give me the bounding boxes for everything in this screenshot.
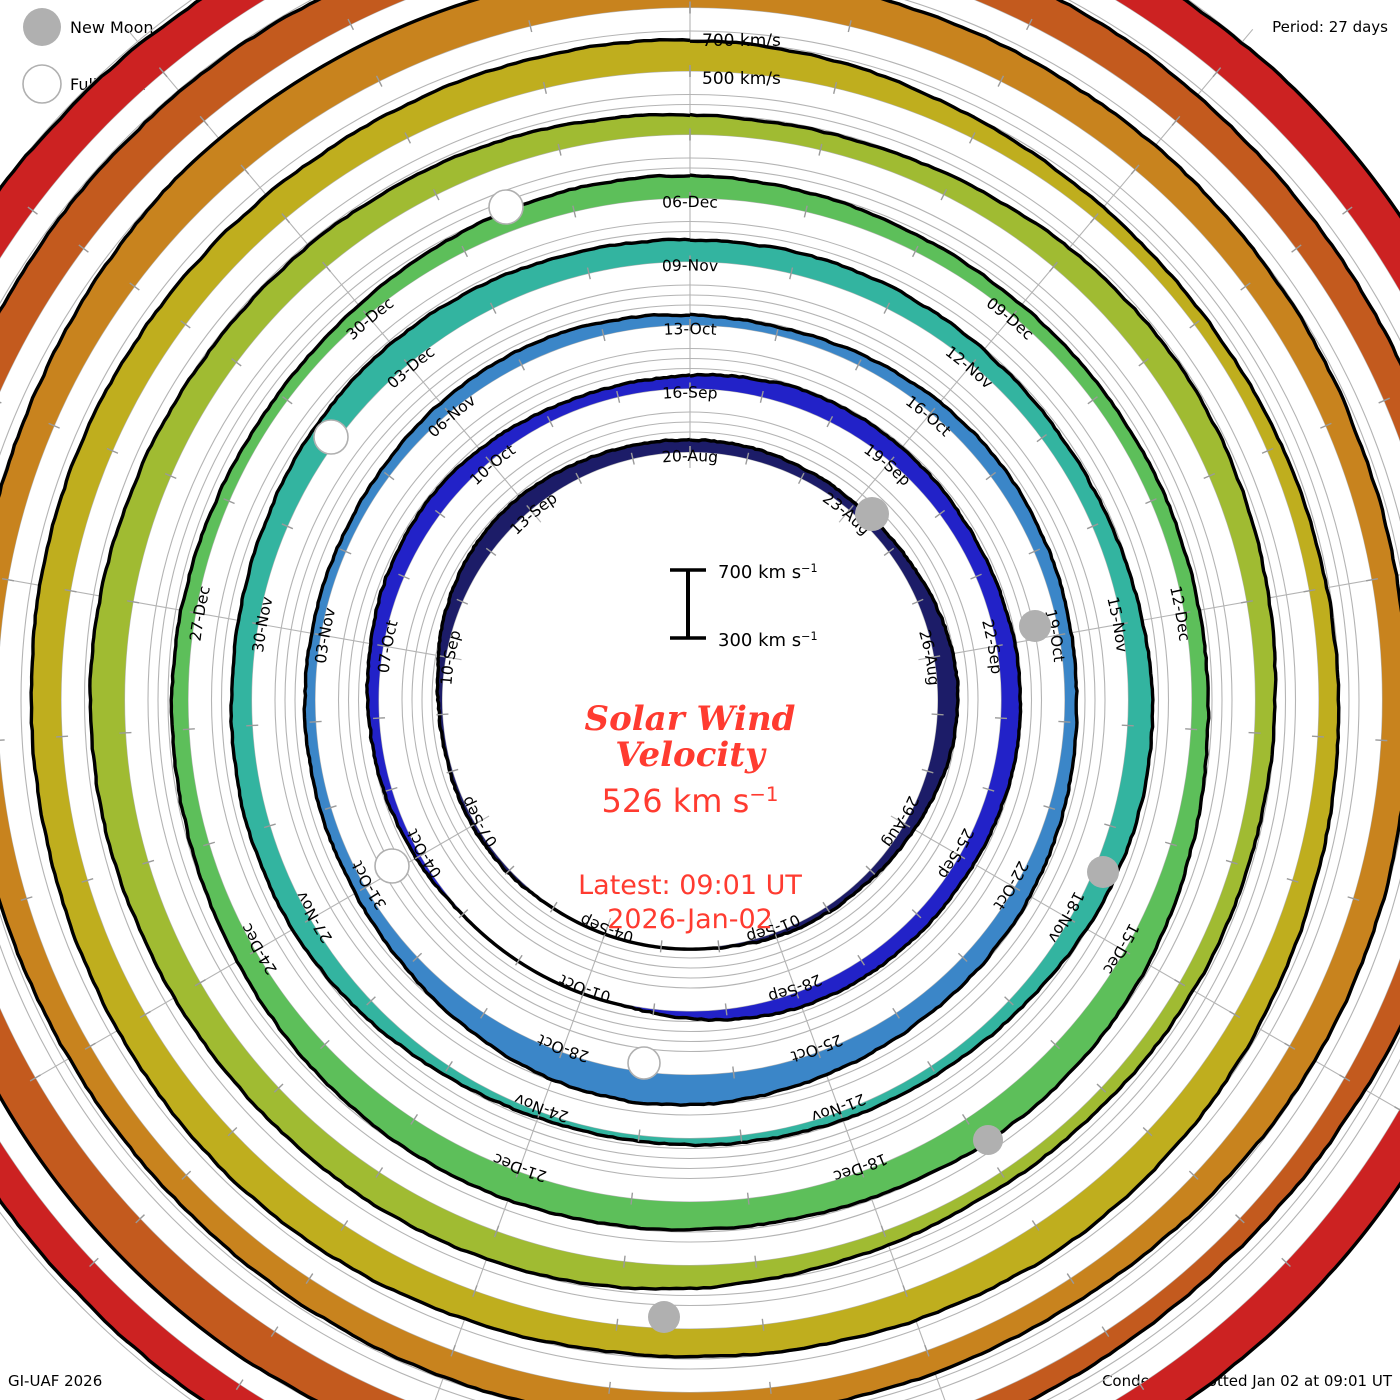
latest-date-label: 2026-Jan-02 — [607, 904, 773, 935]
period-label: Period: 27 days — [1272, 18, 1388, 36]
full-moon-icon — [22, 64, 62, 104]
full-moon-marker — [488, 189, 524, 225]
radial-tick-label-700: 700 km/s — [702, 31, 781, 51]
new-moon-marker — [855, 497, 889, 531]
velocity-trace — [435, 437, 960, 951]
date-label: 07-Sep — [458, 793, 501, 850]
velocity-trace — [29, 38, 1341, 1359]
scalebar-top-label: 700 km s−1 — [718, 562, 818, 584]
date-label: 13-Oct — [663, 320, 717, 339]
current-value: 526 km s−1 — [601, 782, 778, 820]
full-moon-marker — [627, 1046, 661, 1080]
velocity-trace — [169, 173, 1211, 1232]
date-label: 01-Oct — [556, 971, 612, 1006]
date-label: 09-Nov — [661, 256, 718, 275]
new-moon-marker — [1019, 610, 1051, 642]
velocity-trace — [229, 237, 1155, 1148]
date-label: 16-Sep — [662, 383, 719, 402]
date-label: 06-Dec — [662, 193, 719, 212]
new-moon-marker — [1087, 856, 1119, 888]
chart-title-line-1: Solar Wind — [585, 699, 796, 739]
new-moon-icon — [23, 8, 61, 46]
footer-left-label: GI-UAF 2026 — [8, 1372, 102, 1390]
center-readout: Solar Wind Velocity 526 km s−1 Latest: 0… — [578, 699, 802, 935]
legend-label-new-moon: New Moon — [70, 18, 154, 37]
radial-tick-label-500: 500 km/s — [702, 69, 781, 89]
moon-markers — [313, 189, 1119, 1333]
scalebar-bottom-label: 300 km s−1 — [718, 630, 818, 652]
velocity-trace — [88, 112, 1278, 1291]
new-moon-marker — [648, 1301, 680, 1333]
latest-time-label: Latest: 09:01 UT — [578, 870, 802, 901]
date-label: 20-Aug — [661, 447, 719, 467]
velocity-trace — [302, 312, 1079, 1107]
full-moon-marker — [374, 848, 410, 884]
new-moon-marker — [973, 1125, 1003, 1155]
velocity-trace — [365, 372, 1023, 1023]
chart-title-line-2: Velocity — [615, 735, 767, 775]
scale-bar: 700 km s−1 300 km s−1 — [670, 562, 818, 652]
radial-axis-labels: 700 km/s 500 km/s — [702, 31, 781, 89]
full-moon-marker — [313, 419, 349, 455]
